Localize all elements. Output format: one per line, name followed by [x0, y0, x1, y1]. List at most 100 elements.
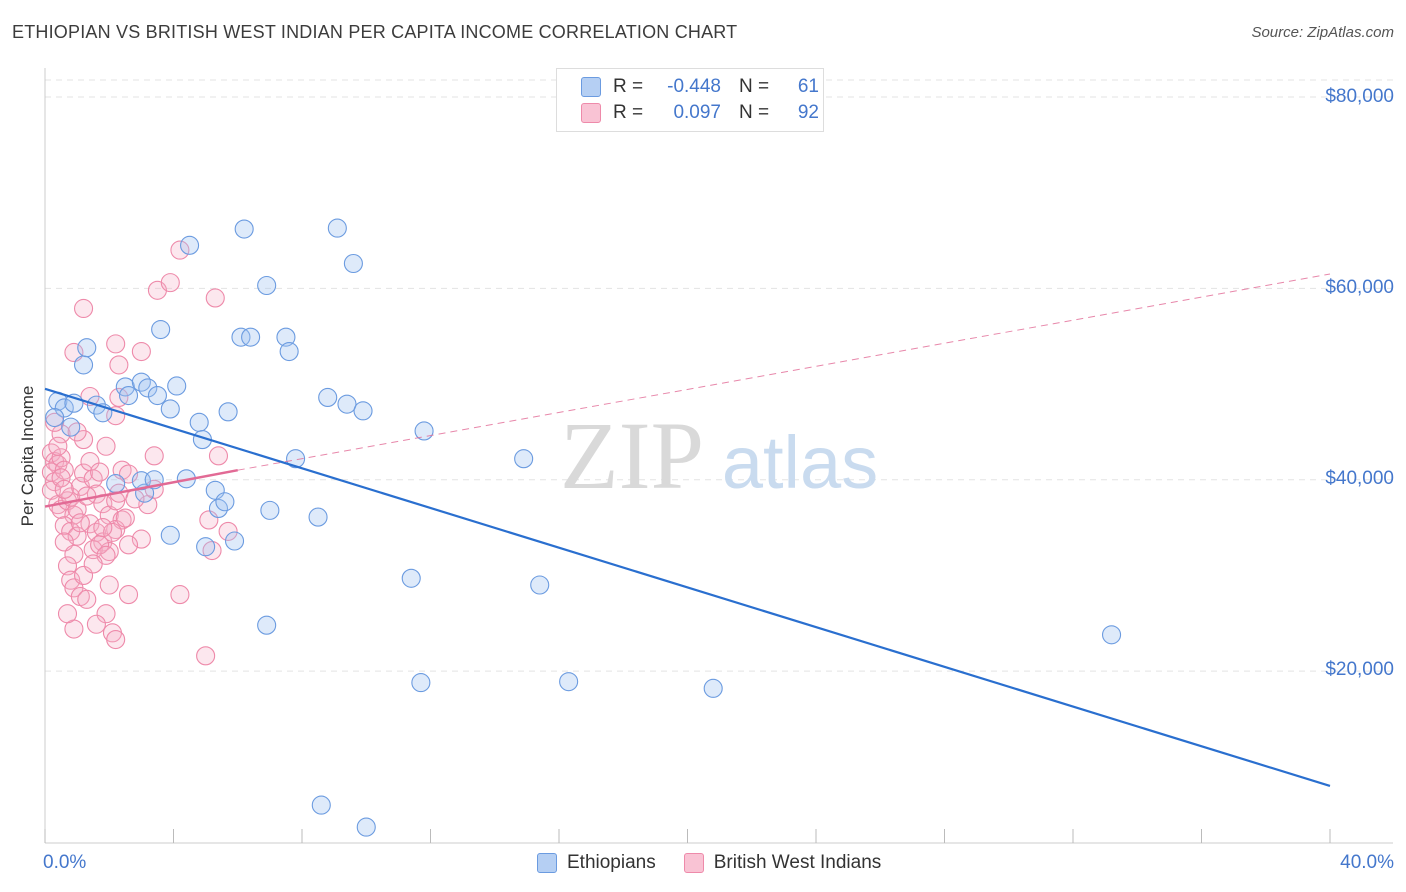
series-ethiopians-points [45, 218, 1122, 837]
x-tick-left: 0.0% [43, 852, 87, 873]
bwi-point [99, 575, 119, 595]
ethiopians-point [257, 615, 277, 635]
ethiopians-point [353, 401, 373, 421]
bwi-point [99, 541, 119, 562]
legend-row-ethiopians: R = -0.448 N = 61 [581, 75, 819, 99]
bwi-point [51, 468, 71, 488]
ethiopians-point [401, 568, 421, 588]
legend-n-value: 92 [797, 102, 819, 123]
ethiopians-point [414, 421, 434, 441]
legend-r-value: -0.448 [667, 76, 721, 97]
ethiopians-point [160, 399, 180, 419]
ethiopians-point [337, 394, 357, 414]
bwi-point [57, 556, 78, 576]
bwi-point [118, 535, 139, 555]
bwi-point [64, 544, 84, 564]
legend-swatch-bwi [581, 103, 601, 123]
bwi-point [77, 589, 97, 609]
bwi-point [102, 522, 123, 542]
ethiopians-point [215, 492, 235, 512]
ethiopians-point [356, 817, 376, 837]
bwi-point [208, 446, 229, 466]
bwi-point [51, 424, 71, 444]
bwi-point [118, 585, 139, 605]
ethiopians-point [231, 327, 251, 347]
ethiopians-point [118, 385, 139, 406]
ethiopians-point [559, 672, 579, 692]
legend-r-value: 0.097 [673, 102, 721, 123]
ethiopians-point [1102, 625, 1122, 645]
bwi-point [106, 334, 126, 354]
legend-swatch-ethiopians [581, 77, 601, 97]
bwi-point [144, 446, 164, 466]
ethiopians-point [45, 408, 65, 428]
ethiopians-point [279, 341, 299, 362]
ethiopians-point [77, 338, 97, 358]
gridlines [45, 79, 1393, 672]
ethiopians-trend-line [44, 387, 1331, 788]
legend-n-label: N = [739, 102, 770, 123]
bwi-point [90, 462, 110, 482]
legend-item-bwi[interactable]: British West Indians [683, 852, 882, 874]
bwi-point [131, 341, 151, 362]
legend-row-bwi: R = 0.097 N = 92 [581, 101, 819, 125]
watermark: ZIP atlas [560, 402, 878, 509]
ethiopians-point [160, 525, 180, 545]
bwi-point [205, 288, 225, 308]
bwi-point [51, 448, 71, 468]
ethiopians-point [151, 319, 171, 340]
ethiopians-point [61, 417, 81, 437]
ethiopians-point [308, 507, 328, 527]
bwi-point [106, 491, 126, 511]
ethiopians-point [54, 398, 74, 418]
ethiopians-point [147, 385, 167, 406]
legend-n-label: N = [739, 76, 770, 97]
ethiopians-point [411, 673, 431, 693]
bwi-point [170, 240, 190, 260]
y-tick-60000: $60,000 [1325, 277, 1394, 298]
ethiopians-point [189, 412, 209, 432]
bwi-point [196, 646, 216, 666]
bwi-point [61, 570, 81, 590]
ethiopians-point [138, 378, 158, 398]
legend-r-label: R = [613, 102, 644, 123]
bwi-point [54, 479, 74, 499]
ethiopians-point [167, 376, 187, 396]
x-tick-right: 40.0% [1340, 852, 1394, 873]
ethiopians-point [180, 235, 200, 255]
bwi-point [96, 604, 116, 624]
bwi-point [96, 436, 116, 456]
watermark-zip: ZIP [560, 402, 704, 509]
y-tick-40000: $40,000 [1325, 468, 1394, 489]
bwi-point [170, 585, 190, 605]
y-axis-label: Per Capita Income [18, 385, 37, 527]
y-tick-80000: $80,000 [1325, 86, 1394, 107]
ethiopians-point [703, 678, 723, 698]
bwi-point [93, 518, 113, 538]
ethiopians-point [260, 500, 280, 520]
trend-lines [44, 273, 1331, 788]
bwi-point [64, 505, 84, 525]
bwi-point [86, 614, 106, 634]
ethiopians-point [327, 218, 347, 238]
series-legend: Ethiopians British West Indians [537, 852, 909, 874]
bwi-point [48, 436, 68, 456]
chart-source: Source: ZipAtlas.com [1251, 24, 1394, 41]
bwi-point [160, 273, 180, 293]
bwi-point [54, 460, 74, 480]
ethiopians-point [106, 474, 126, 494]
bwi-point [70, 513, 90, 533]
y-tick-20000: $20,000 [1325, 659, 1394, 680]
legend-label-bwi: British West Indians [713, 852, 882, 873]
chart-title: ETHIOPIAN VS BRITISH WEST INDIAN PER CAP… [12, 22, 738, 42]
bwi-point [77, 486, 97, 506]
legend-r-label: R = [613, 76, 644, 97]
stats-legend: R = -0.448 N = 61 R = 0.097 N = 92 [556, 68, 824, 132]
ethiopians-point [276, 327, 296, 347]
legend-label-ethiopians: Ethiopians [567, 852, 656, 873]
series-bwi-points [41, 240, 238, 666]
legend-item-ethiopians[interactable]: Ethiopians [537, 852, 656, 874]
legend-swatch-ethiopians [537, 853, 557, 873]
ethiopians-point [514, 449, 534, 469]
